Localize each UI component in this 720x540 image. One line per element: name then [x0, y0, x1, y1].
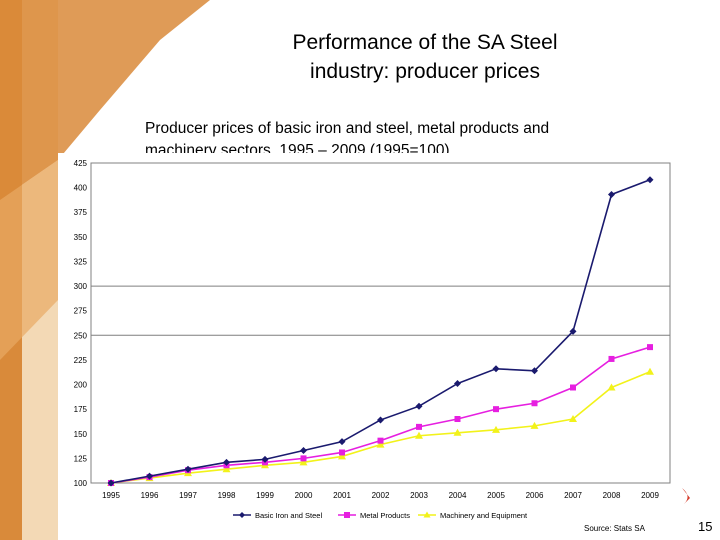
y-tick-label-250: 250: [74, 331, 88, 340]
x-tick-label-2003: 2003: [410, 491, 428, 500]
y-tick-label-150: 150: [74, 430, 88, 439]
point-machinery-and-equipment-2001: [338, 452, 346, 460]
x-tick-label-1999: 1999: [256, 491, 274, 500]
x-tick-label-2000: 2000: [295, 491, 313, 500]
point-machinery-and-equipment-2005: [492, 425, 500, 433]
line-chart: 100 125 150 175 200 225 250 275 300 325 350 375 400 4…: [74, 159, 671, 520]
series-line-metal-products: [110, 346, 651, 484]
top-left-decor-shape: [0, 0, 210, 200]
point-basic-iron-and-steel-1996: [146, 472, 153, 480]
point-basic-iron-and-steel-2009: [646, 176, 654, 184]
x-tick-label-2006: 2006: [526, 491, 544, 500]
point-machinery-and-equipment-2004: [453, 428, 462, 436]
point-basic-iron-and-steel-2001: [338, 438, 346, 446]
y-tick-label-200: 200: [74, 381, 88, 390]
red-accent-mark: [682, 488, 690, 504]
y-tick-label-350: 350: [74, 233, 88, 242]
y-tick-label-225: 225: [74, 356, 88, 365]
point-basic-iron-and-steel-1997: [184, 465, 192, 473]
point-metal-products-2001: [339, 449, 345, 456]
y-tick-label-425: 425: [74, 159, 88, 168]
point-basic-iron-and-steel-1998: [223, 458, 230, 466]
page-number: 15: [698, 519, 713, 534]
point-machinery-and-equipment-1998: [222, 465, 231, 473]
y-tick-label-400: 400: [74, 184, 88, 193]
x-tick-label-2008: 2008: [603, 491, 621, 500]
y-tick-label-325: 325: [74, 257, 88, 266]
point-machinery-and-equipment-2002: [376, 440, 385, 448]
point-basic-iron-and-steel-1999: [261, 455, 269, 463]
title-line-1: Performance of the SA Steel: [292, 31, 558, 54]
legend-marker-basic-iron-and-steel: [239, 512, 245, 518]
x-tick-label-2002: 2002: [372, 491, 390, 500]
point-metal-products-2006: [531, 400, 538, 407]
y-tick-label-275: 275: [74, 307, 88, 316]
series-line-basic-iron-and-steel: [110, 178, 651, 484]
x-tick-label-1995: 1995: [102, 491, 120, 500]
point-basic-iron-and-steel-2002: [377, 416, 384, 424]
point-basic-iron-and-steel-2000: [300, 447, 307, 455]
legend-label-machinery-and-equipment: Machinery and Equipment: [440, 511, 528, 520]
point-metal-products-2007: [570, 384, 576, 391]
point-machinery-and-equipment-2006: [530, 421, 539, 429]
point-metal-products-2009: [647, 344, 653, 351]
point-metal-products-2005: [493, 406, 499, 413]
point-metal-products-2000: [300, 455, 307, 462]
chart-area: 100 125 150 175 200 225 250 275 300 325 350 375 400 4…: [58, 153, 678, 525]
slide-title: Performance of the SA Steel industry: pr…: [200, 28, 650, 86]
point-basic-iron-and-steel-2007: [569, 327, 577, 335]
point-machinery-and-equipment-2009: [646, 367, 654, 375]
y-tick-label-300: 300: [74, 282, 88, 291]
point-machinery-and-equipment-2008: [607, 383, 616, 391]
legend-marker-metal-products: [344, 512, 350, 518]
x-tick-label-2001: 2001: [333, 491, 351, 500]
plot-area-border: [90, 162, 671, 484]
x-tick-label-1998: 1998: [218, 491, 236, 500]
point-basic-iron-and-steel-2003: [415, 402, 423, 410]
x-tick-label-2009: 2009: [641, 491, 659, 500]
point-metal-products-2004: [454, 416, 461, 422]
subtitle-line-1: Producer prices of basic iron and steel,…: [145, 120, 550, 137]
point-basic-iron-and-steel-2005: [492, 365, 500, 373]
y-tick-label-375: 375: [74, 208, 88, 217]
x-tick-label-2005: 2005: [487, 491, 505, 500]
point-machinery-and-equipment-2007: [569, 415, 577, 422]
legend-label-metal-products: Metal Products: [360, 511, 410, 520]
left-decor-shape: [0, 160, 58, 360]
y-tick-label-100: 100: [74, 479, 88, 488]
point-basic-iron-and-steel-2006: [531, 367, 538, 375]
y-tick-label-125: 125: [74, 454, 88, 463]
source-note: Source: Stats SA: [584, 524, 645, 533]
x-tick-label-1996: 1996: [141, 491, 159, 500]
legend-label-basic-iron-and-steel: Basic Iron and Steel: [255, 511, 322, 520]
point-machinery-and-equipment-2000: [299, 458, 308, 466]
point-machinery-and-equipment-2003: [415, 431, 423, 439]
title-line-2: industry: producer prices: [310, 60, 540, 83]
y-tick-label-175: 175: [74, 405, 88, 414]
x-tick-label-1997: 1997: [179, 491, 197, 500]
point-metal-products-2002: [377, 437, 384, 444]
point-basic-iron-and-steel-1995: [107, 479, 115, 487]
x-tick-label-2007: 2007: [564, 491, 582, 500]
x-tick-label-2004: 2004: [449, 491, 467, 500]
point-basic-iron-and-steel-2008: [608, 191, 615, 199]
legend-marker-machinery-and-equipment: [423, 511, 431, 518]
point-metal-products-2008: [608, 355, 615, 362]
point-metal-products-2003: [416, 423, 422, 430]
point-basic-iron-and-steel-2004: [454, 380, 461, 388]
